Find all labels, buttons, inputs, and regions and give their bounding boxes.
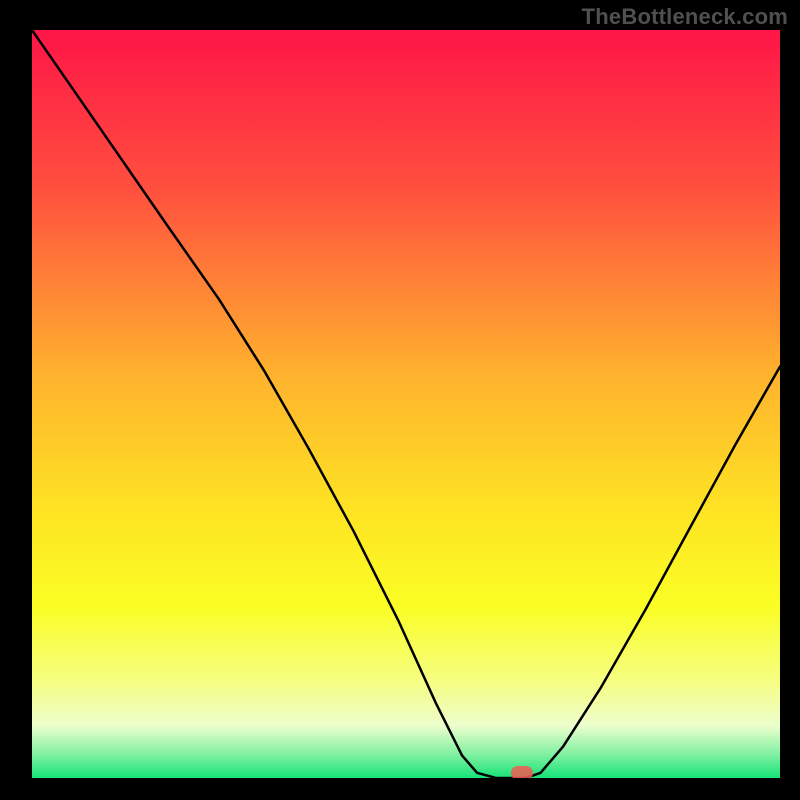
bottleneck-curve: [32, 30, 780, 778]
bottleneck-chart: TheBottleneck.com: [0, 0, 800, 800]
plot-area: [32, 30, 780, 778]
optimal-point-marker: [511, 766, 533, 778]
watermark-text: TheBottleneck.com: [582, 4, 788, 30]
